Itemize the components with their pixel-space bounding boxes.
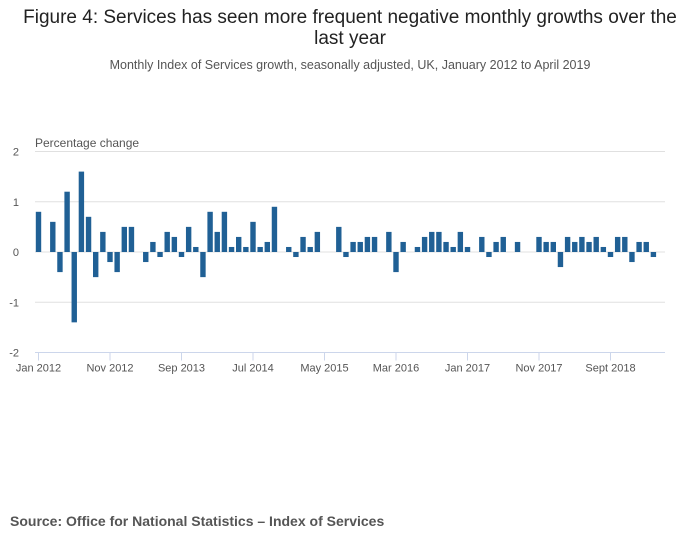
x-tick-label: Sept 2018 bbox=[585, 363, 635, 375]
x-tick-label: Nov 2012 bbox=[86, 363, 133, 375]
y-tick-label: -2 bbox=[9, 348, 19, 360]
x-tick-label: Nov 2017 bbox=[515, 363, 562, 375]
x-tick-label: Jan 2012 bbox=[16, 363, 61, 375]
x-axis: Jan 2012 Nov 2012 Sep 2013 Jul 2014 May 2015… bbox=[16, 352, 665, 375]
bar bbox=[307, 246, 313, 252]
x-tick-label: Jan 2017 bbox=[445, 363, 490, 375]
bar bbox=[457, 231, 464, 252]
bar bbox=[600, 246, 607, 252]
bar bbox=[421, 236, 428, 252]
bar bbox=[286, 246, 292, 252]
bar bbox=[650, 252, 657, 258]
bar bbox=[436, 231, 442, 252]
bar bbox=[564, 236, 571, 252]
x-tick-label: Sep 2013 bbox=[158, 363, 205, 375]
bar bbox=[185, 226, 192, 253]
bar bbox=[78, 171, 85, 252]
bar bbox=[607, 252, 614, 258]
bar bbox=[371, 236, 378, 252]
bar bbox=[93, 252, 99, 278]
bar bbox=[550, 241, 556, 252]
bar bbox=[250, 221, 256, 252]
bar bbox=[50, 221, 56, 252]
y-tick-label: 1 bbox=[13, 197, 19, 209]
bar bbox=[500, 236, 506, 252]
bar bbox=[207, 211, 213, 252]
bar bbox=[100, 231, 106, 252]
y-tick-label: -1 bbox=[9, 297, 19, 309]
bar bbox=[579, 236, 585, 252]
bar bbox=[271, 206, 278, 252]
bar bbox=[543, 241, 549, 252]
bar bbox=[57, 252, 63, 273]
bar bbox=[128, 226, 135, 253]
bars bbox=[35, 171, 657, 323]
bar bbox=[171, 236, 178, 252]
x-tick-label: Mar 2016 bbox=[373, 363, 419, 375]
chart-subtitle: Monthly Index of Services growth, season… bbox=[109, 58, 591, 72]
bar bbox=[85, 216, 92, 252]
bar bbox=[493, 241, 499, 252]
chart-title: Figure 4: Services has seen more frequen… bbox=[23, 7, 677, 49]
bar bbox=[450, 246, 456, 252]
bar bbox=[35, 211, 42, 252]
bar bbox=[486, 252, 492, 258]
y-tick-label: 2 bbox=[13, 147, 19, 159]
bar bbox=[257, 246, 263, 252]
bar bbox=[386, 231, 392, 252]
bar bbox=[64, 191, 70, 252]
bar bbox=[572, 241, 578, 252]
bar bbox=[236, 236, 242, 252]
bar bbox=[121, 226, 127, 253]
bar bbox=[336, 226, 342, 253]
bar bbox=[221, 211, 228, 252]
bar bbox=[393, 252, 399, 273]
bar bbox=[593, 236, 599, 252]
bar bbox=[293, 252, 299, 258]
bar bbox=[364, 236, 371, 252]
gridlines bbox=[35, 151, 665, 303]
bar bbox=[629, 252, 635, 263]
bar bbox=[243, 246, 249, 252]
bar bbox=[586, 241, 592, 252]
bar bbox=[228, 246, 235, 252]
bar bbox=[157, 252, 163, 258]
bar bbox=[300, 236, 306, 252]
bar bbox=[193, 246, 199, 252]
bar bbox=[429, 231, 435, 252]
bar bbox=[343, 252, 349, 258]
bar bbox=[536, 236, 542, 252]
bar bbox=[479, 236, 485, 252]
bar bbox=[264, 241, 270, 252]
bar bbox=[400, 241, 406, 252]
bar bbox=[464, 246, 471, 252]
y-axis-ticks: 2 1 0 -1 -2 bbox=[9, 147, 19, 360]
bar bbox=[443, 241, 449, 252]
bar bbox=[643, 241, 649, 252]
bar bbox=[557, 252, 564, 268]
source-note: Source: Office for National Statistics –… bbox=[10, 513, 385, 529]
bar bbox=[164, 231, 170, 252]
bar bbox=[350, 241, 356, 252]
bar bbox=[150, 241, 156, 252]
bar bbox=[636, 241, 642, 252]
x-tick-label: May 2015 bbox=[300, 363, 348, 375]
bar bbox=[614, 236, 621, 252]
bar bbox=[107, 252, 113, 263]
bar bbox=[200, 252, 206, 278]
bar bbox=[178, 252, 185, 258]
bar bbox=[414, 246, 421, 252]
bar bbox=[622, 236, 628, 252]
x-tick-label: Jul 2014 bbox=[232, 363, 274, 375]
bar bbox=[514, 241, 521, 252]
bar bbox=[357, 241, 363, 252]
bar bbox=[71, 252, 77, 323]
bar bbox=[114, 252, 120, 273]
bar bbox=[314, 231, 321, 252]
y-tick-label: 0 bbox=[13, 247, 19, 259]
bar bbox=[214, 231, 220, 252]
y-axis-label: Percentage change bbox=[35, 136, 139, 150]
bar bbox=[143, 252, 149, 263]
